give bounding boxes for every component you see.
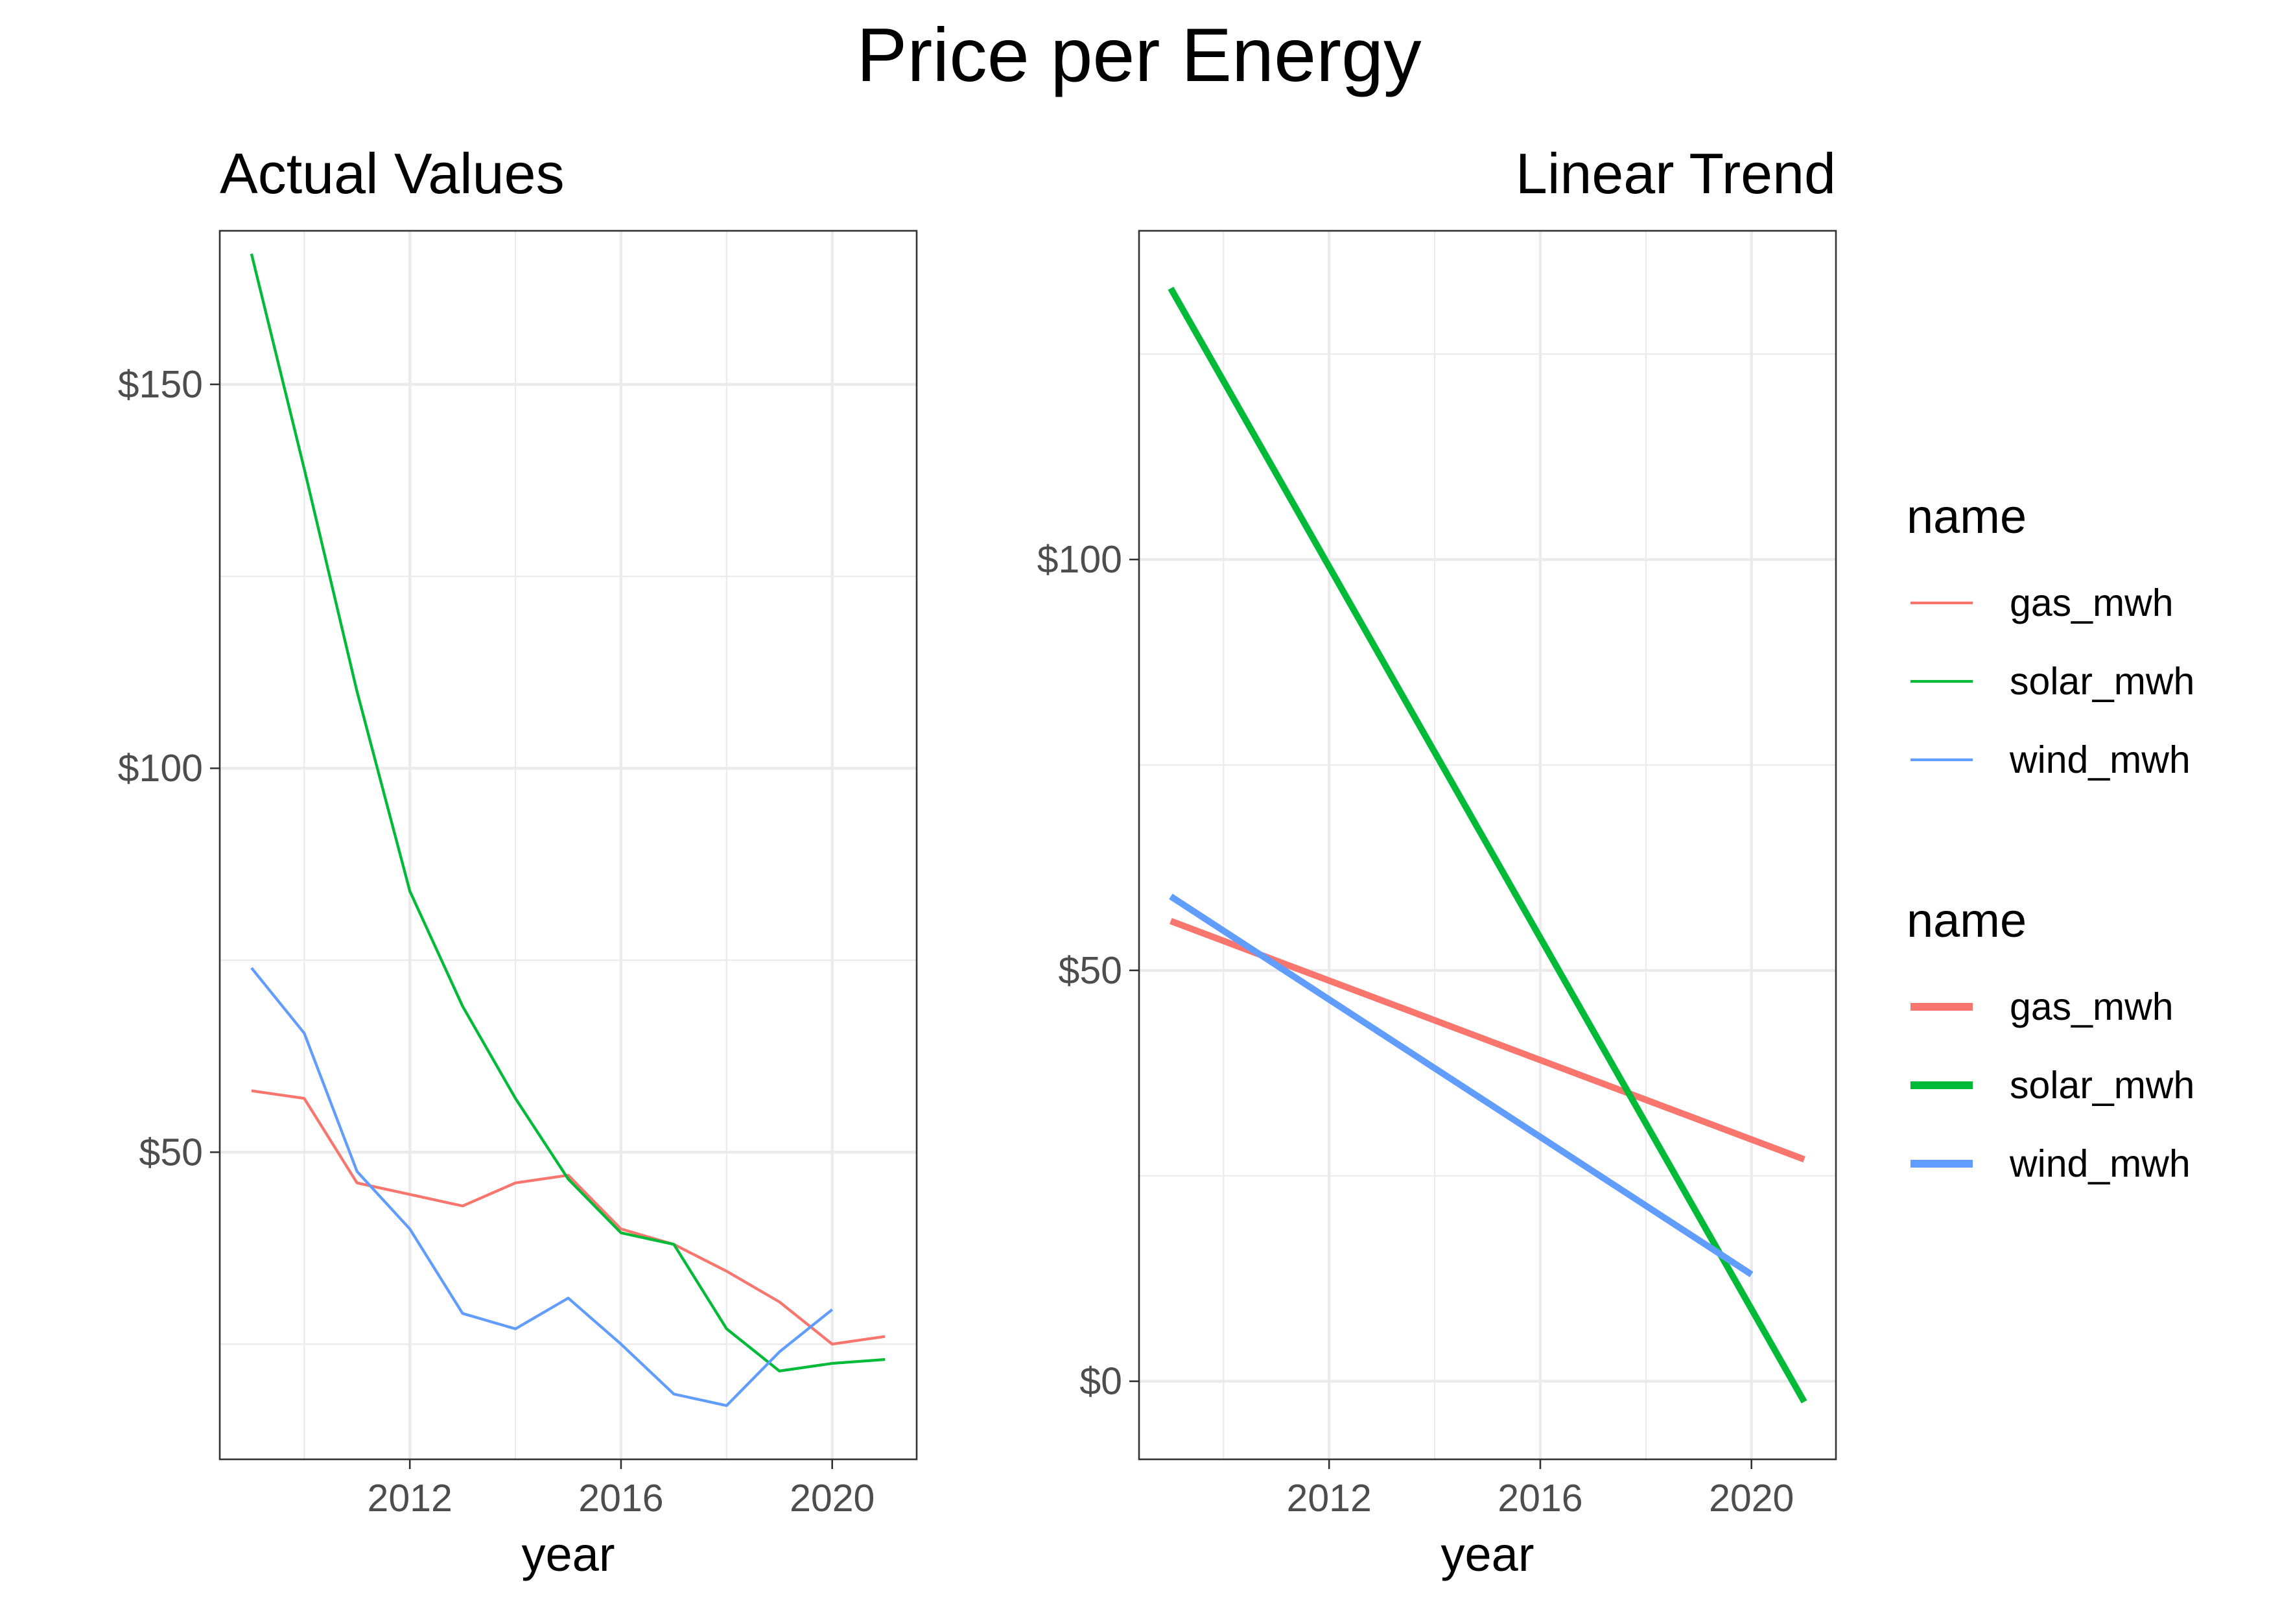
x-tick-label: 2012 [368,1477,453,1520]
legend-label-wind_mwh: wind_mwh [2009,738,2191,781]
x-axis-title: year [1441,1527,1534,1581]
legend-label-solar_mwh: solar_mwh [2010,660,2194,703]
x-tick-label: 2012 [1287,1477,1372,1520]
legend-title: name [1907,893,2027,947]
legend-label-wind_mwh: wind_mwh [2009,1142,2191,1185]
series-line-gas_mwh [251,1089,886,1346]
x-axis-title: year [522,1527,615,1581]
y-tick-label: $100 [118,747,203,790]
legend-label-solar_mwh: solar_mwh [2010,1064,2194,1107]
panel-title: Linear Trend [1516,141,1836,206]
legends: namegas_mwhsolar_mwhwind_mwhnamegas_mwhs… [1907,489,2194,1185]
y-tick-label: $100 [1037,538,1122,581]
series-line-solar_mwh [250,253,886,1372]
y-tick-label: $150 [118,363,203,406]
x-tick-label: 2020 [790,1477,875,1520]
chart-panel-2: $0 $50 $100 2012 2016 2020 year Linear Trend [1037,141,1837,1581]
chart-panel-1: $50 $100 $150 2012 2016 2020 year Actual Values [118,141,918,1581]
chart-title: Price per Energy [856,12,1422,97]
plot-area [220,231,917,1459]
legend-label-gas_mwh: gas_mwh [2010,985,2174,1028]
y-tick-label: $50 [1059,949,1122,992]
series-line-gas_mwh [1170,918,1805,1162]
series-line-wind_mwh [250,967,834,1407]
series-line-wind_mwh [1169,893,1754,1277]
panel-border [218,229,918,1461]
legend-2: name gas_mwh solar_mwh wind_mwh [1907,893,2194,1185]
series-line-solar_mwh [1168,287,1807,1404]
x-tick-label: 2020 [1709,1477,1794,1520]
y-tick-label: $50 [139,1131,203,1173]
y-tick-label: $0 [1079,1360,1122,1403]
x-tick-label: 2016 [578,1477,663,1520]
panel-border [1138,229,1837,1461]
chart-panels: $50 $100 $150 2012 2016 2020 year Actual Values… [118,141,1837,1581]
legend-label-gas_mwh: gas_mwh [2010,582,2174,624]
panel-title: Actual Values [220,141,565,206]
legend-1: name gas_mwh solar_mwh wind_mwh [1907,489,2194,781]
legend-title: name [1907,489,2027,543]
x-tick-label: 2016 [1498,1477,1582,1520]
